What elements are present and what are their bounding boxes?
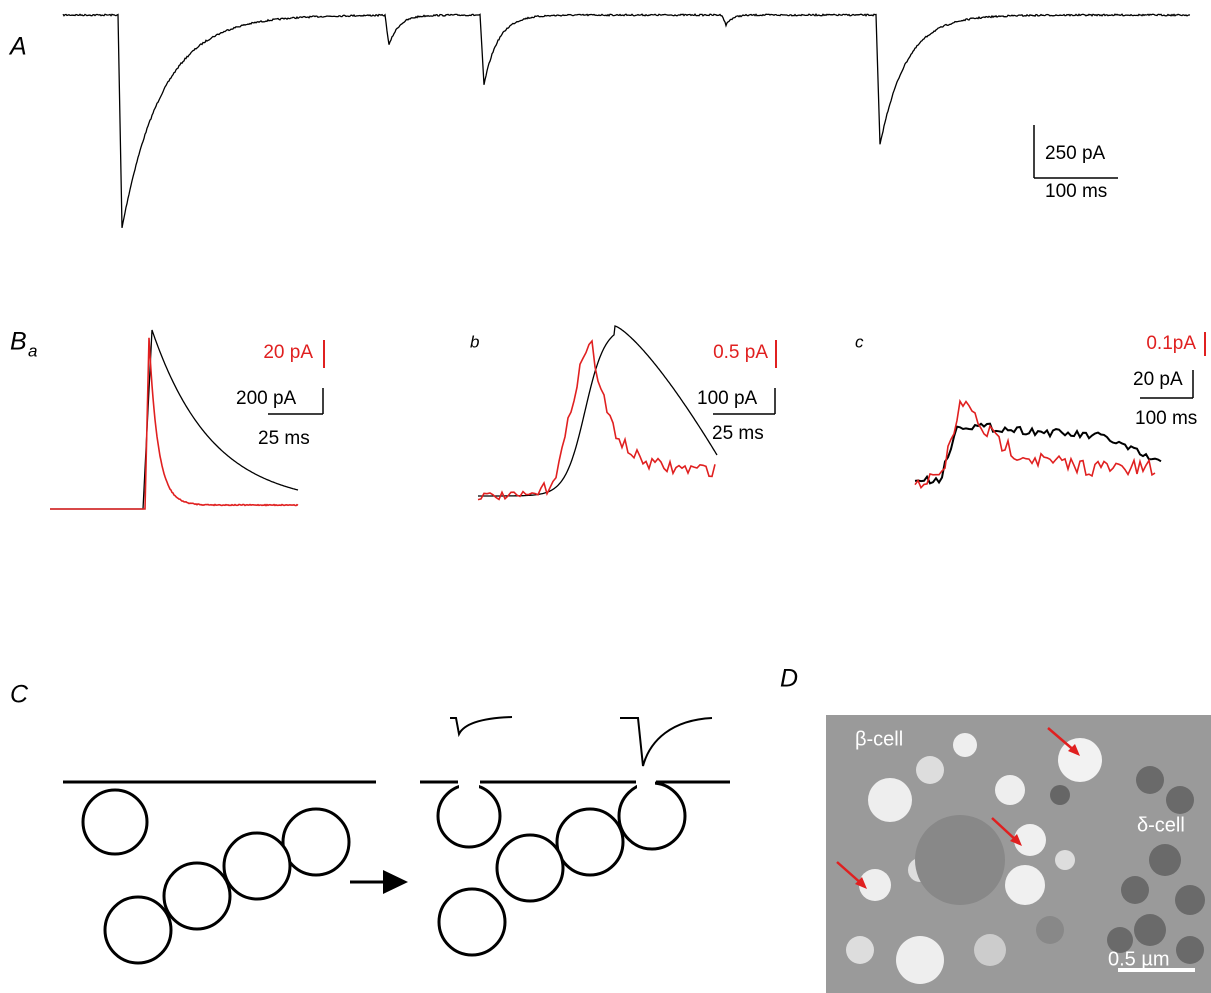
red-trace bbox=[477, 339, 716, 501]
scale-label: 100 ms bbox=[1135, 408, 1197, 429]
panel-label: D bbox=[780, 665, 798, 693]
scale-label: 20 pA bbox=[1133, 369, 1183, 390]
subpanel-label: a bbox=[28, 341, 37, 360]
micrograph bbox=[826, 715, 1211, 993]
granule bbox=[1005, 865, 1045, 905]
arrow-head bbox=[1010, 834, 1022, 846]
granule bbox=[953, 733, 977, 757]
black-trace bbox=[50, 329, 299, 510]
cell-label: δ-cell bbox=[1137, 814, 1185, 836]
granule bbox=[1166, 786, 1194, 814]
subpanel-label: b bbox=[470, 332, 479, 351]
red-trace bbox=[914, 398, 1156, 490]
black-trace bbox=[478, 325, 718, 497]
scale-label: 20 pA bbox=[263, 342, 313, 363]
panel-label: A bbox=[8, 33, 27, 61]
scale-label: 200 pA bbox=[236, 388, 297, 409]
granule bbox=[916, 756, 944, 784]
granule bbox=[1176, 936, 1204, 964]
granule bbox=[974, 934, 1006, 966]
scale-label: 0.5 µm bbox=[1108, 948, 1170, 970]
granule bbox=[1121, 876, 1149, 904]
granule bbox=[995, 775, 1025, 805]
scale-label: 100 ms bbox=[1045, 181, 1107, 202]
granule bbox=[868, 778, 912, 822]
subpanel-label: c bbox=[855, 332, 864, 351]
scale-label: 250 pA bbox=[1045, 143, 1106, 164]
granule bbox=[1136, 766, 1164, 794]
granule bbox=[915, 815, 1005, 905]
granule bbox=[1055, 850, 1075, 870]
granule bbox=[1036, 916, 1064, 944]
current-trace bbox=[62, 13, 1191, 229]
black-trace bbox=[914, 422, 1162, 485]
granule bbox=[1149, 844, 1181, 876]
granule bbox=[1058, 738, 1102, 782]
granule bbox=[1134, 914, 1166, 946]
granule bbox=[1014, 824, 1046, 856]
panel-label: C bbox=[10, 681, 29, 709]
scale-label: 100 pA bbox=[697, 388, 758, 409]
granule bbox=[896, 936, 944, 984]
cell-label: β-cell bbox=[855, 728, 903, 750]
scale-label: 25 ms bbox=[712, 423, 764, 444]
scale-label: 0.5 pA bbox=[713, 342, 768, 363]
granule bbox=[846, 936, 874, 964]
panel-label: B bbox=[10, 328, 27, 356]
granule bbox=[1175, 885, 1205, 915]
scale-label: 25 ms bbox=[258, 428, 310, 449]
granule bbox=[859, 869, 891, 901]
arrow-head bbox=[855, 877, 867, 889]
arrow-head bbox=[1068, 744, 1080, 756]
red-trace bbox=[50, 337, 299, 510]
vesicle-diagram bbox=[63, 716, 730, 965]
granule bbox=[1050, 785, 1070, 805]
granule bbox=[1107, 927, 1133, 953]
scale-label: 0.1pA bbox=[1146, 333, 1196, 354]
